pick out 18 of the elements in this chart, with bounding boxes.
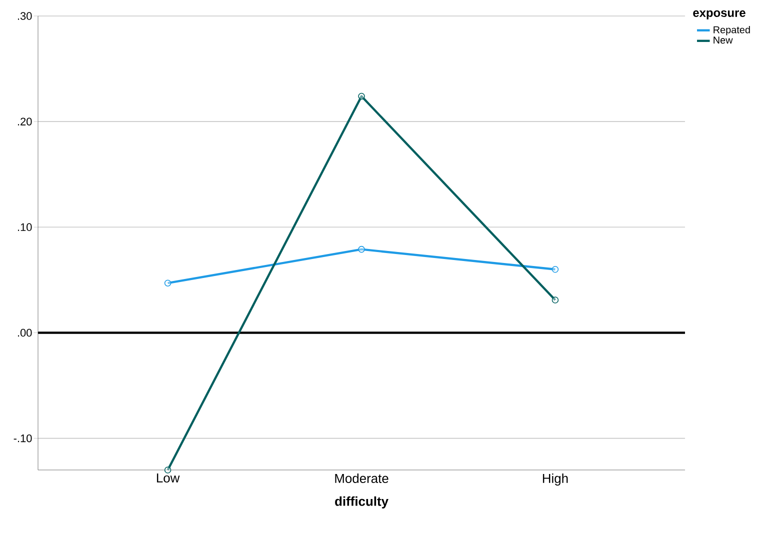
y-tick-label: .20 — [18, 118, 32, 126]
x-tick-label: High — [542, 474, 568, 486]
point — [358, 92, 365, 100]
point — [164, 280, 172, 286]
point — [552, 266, 559, 273]
point — [358, 246, 365, 253]
y-tick-label: .10 — [18, 223, 32, 232]
x-tick-label: Moderate — [335, 474, 388, 484]
y-tick-label: .30 — [18, 12, 32, 20]
legend-label: New — [714, 36, 733, 44]
legend-label: Repated — [714, 26, 750, 36]
y-tick-label: -.10 — [14, 434, 32, 442]
legend-title: exposure — [693, 10, 746, 20]
point — [552, 296, 559, 304]
x-axis-title: difficulty — [335, 496, 388, 508]
x-tick-label: Low — [156, 474, 180, 483]
y-tick-label: .00 — [18, 328, 32, 337]
point — [164, 466, 172, 474]
